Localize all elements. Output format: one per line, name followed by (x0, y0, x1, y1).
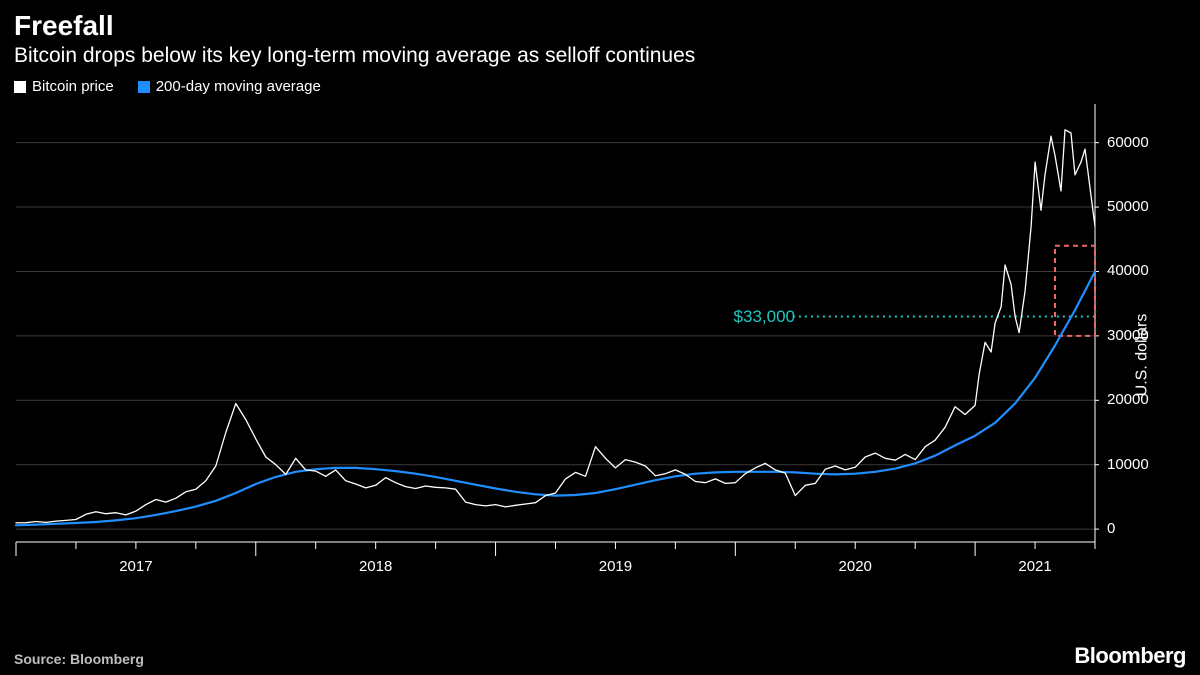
y-tick-label: 0 (1107, 520, 1115, 537)
chart-title: Freefall (0, 0, 1200, 42)
legend: Bitcoin price 200-day moving average (0, 74, 1200, 95)
legend-label-price: Bitcoin price (32, 78, 114, 95)
annotation-label: $33,000 (734, 307, 795, 327)
y-tick-label: 60000 (1107, 134, 1149, 151)
x-tick-label: 2019 (599, 558, 632, 575)
chart-area: 0100002000030000400005000060000 20172018… (14, 100, 1186, 610)
y-tick-label: 10000 (1107, 456, 1149, 473)
x-tick-label: 2017 (119, 558, 152, 575)
legend-swatch-price (14, 81, 26, 93)
brand-logo: Bloomberg (1074, 643, 1186, 669)
x-tick-label: 2020 (839, 558, 872, 575)
source-text: Source: Bloomberg (14, 651, 144, 667)
chart-container: Freefall Bitcoin drops below its key lon… (0, 0, 1200, 675)
y-axis-label: U.S. dollars (1134, 314, 1152, 397)
chart-plot (14, 100, 1099, 582)
y-tick-label: 40000 (1107, 262, 1149, 279)
chart-subtitle: Bitcoin drops below its key long-term mo… (0, 42, 1200, 74)
legend-label-ma: 200-day moving average (156, 78, 321, 95)
x-tick-label: 2021 (1018, 558, 1051, 575)
legend-swatch-ma (138, 81, 150, 93)
y-tick-label: 50000 (1107, 198, 1149, 215)
x-tick-label: 2018 (359, 558, 392, 575)
